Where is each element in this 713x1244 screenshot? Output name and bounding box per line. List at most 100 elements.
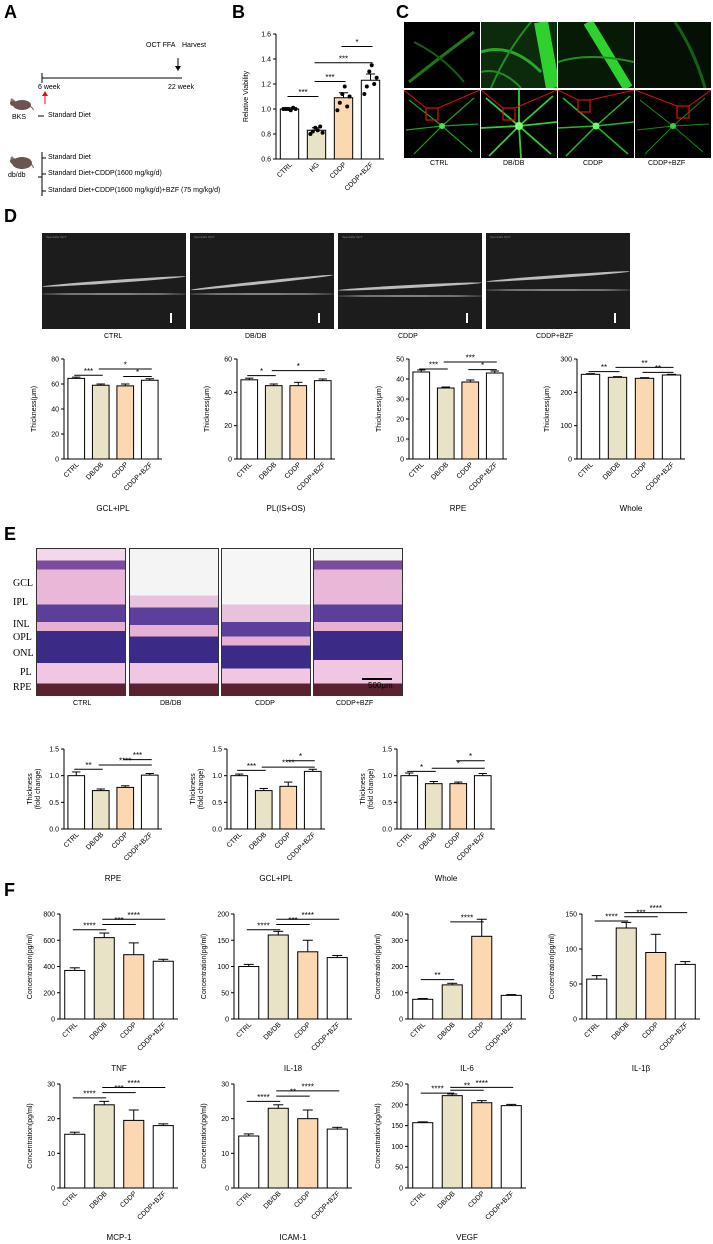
sig-label: **** bbox=[302, 911, 314, 920]
x-tick-label: CTRL bbox=[63, 831, 81, 849]
chart-xlabel: TNF bbox=[111, 1064, 127, 1073]
y-tick-label: 0 bbox=[573, 1017, 577, 1024]
x-tick-label: CTRL bbox=[235, 1021, 253, 1039]
y-tick-label: 0 bbox=[228, 457, 232, 464]
bar bbox=[471, 1102, 493, 1189]
y-axis-label: Thickness(μm) bbox=[544, 386, 551, 432]
x-tick-label: DB/DB bbox=[437, 1021, 457, 1041]
bar bbox=[580, 373, 601, 460]
chart-xlabel: Whole bbox=[620, 504, 643, 513]
bar bbox=[123, 1119, 145, 1189]
x-tick-label: CDDP bbox=[329, 161, 348, 180]
data-point bbox=[364, 84, 369, 89]
x-tick-label: DB/DB bbox=[418, 831, 438, 851]
c-label-ctrl: CTRL bbox=[430, 160, 449, 167]
e-label-ctrl: CTRL bbox=[73, 700, 92, 707]
y-tick-label: 50 bbox=[395, 1165, 403, 1172]
bar bbox=[123, 954, 145, 1020]
data-point bbox=[347, 94, 352, 99]
sig-label: *** bbox=[114, 916, 123, 925]
bar bbox=[152, 1125, 174, 1189]
x-tick-label: CTRL bbox=[61, 1190, 79, 1208]
x-tick-label: CDDP+BZF bbox=[344, 161, 375, 192]
y-tick-label: 10 bbox=[221, 1151, 229, 1158]
y-axis-label: Concentration(pg/ml) bbox=[375, 1103, 382, 1168]
x-tick-label: CDDP+BZF bbox=[310, 1021, 341, 1052]
y-tick-label: 0.5 bbox=[212, 800, 222, 807]
bar bbox=[116, 385, 135, 460]
x-tick-label: CDDP bbox=[630, 461, 649, 480]
y-tick-label: 20 bbox=[224, 423, 232, 430]
y-tick-label: 0 bbox=[51, 1017, 55, 1024]
chart-xlabel: RPE bbox=[450, 504, 466, 513]
sig-label: ** bbox=[464, 1082, 470, 1091]
y-tick-label: 100 bbox=[391, 1144, 403, 1151]
y-tick-label: 100 bbox=[565, 947, 577, 954]
standard-diet-label: Standard Diet bbox=[48, 112, 91, 119]
y-tick-label: 0 bbox=[399, 1186, 403, 1193]
data-point bbox=[342, 84, 347, 89]
bar bbox=[303, 770, 322, 830]
y-axis-label: (fold change) bbox=[35, 769, 42, 810]
bar bbox=[661, 374, 682, 460]
y-axis-label: Thickness(μm) bbox=[31, 386, 38, 432]
x-tick-label: DB/DB bbox=[89, 1190, 109, 1210]
y-tick-label: 30 bbox=[47, 1082, 55, 1089]
x-tick-label: CTRL bbox=[577, 461, 595, 479]
bar bbox=[326, 957, 348, 1020]
y-tick-label: 80 bbox=[51, 357, 59, 364]
x-tick-label: CDDP bbox=[444, 831, 463, 850]
chart-d-whole: 0 100 200 300 Thickness(μm) CTRL DB/DB CDDPCDDP… bbox=[544, 357, 685, 513]
y-tick-label: 100 bbox=[391, 990, 403, 997]
sig-label: ** bbox=[434, 971, 440, 980]
bar bbox=[326, 1128, 348, 1189]
x-tick-label: DB/DB bbox=[89, 1021, 109, 1041]
y-tick-label: 600 bbox=[43, 938, 55, 945]
chart-xlabel: IL-6 bbox=[460, 1064, 474, 1073]
y-tick-label: 50 bbox=[396, 357, 404, 364]
data-point bbox=[293, 107, 298, 111]
sig-label: ** bbox=[290, 1088, 296, 1097]
d-label-bzf: CDDP+BZF bbox=[536, 333, 574, 340]
y-axis-label: Thickness bbox=[27, 773, 34, 805]
sig-label: * bbox=[136, 368, 139, 377]
y-tick-label: 1.5 bbox=[49, 747, 59, 754]
ffa-fundus-dbdb bbox=[481, 90, 557, 158]
chart-xlabel: Whole bbox=[435, 874, 458, 883]
data-point bbox=[337, 100, 342, 105]
panel-letter-a: A bbox=[4, 2, 17, 22]
sig-label: **** bbox=[119, 757, 131, 766]
y-tick-label: 400 bbox=[391, 912, 403, 919]
ffa-fundus-ctrl bbox=[404, 90, 480, 158]
x-tick-label: DB/DB bbox=[85, 831, 105, 851]
y-axis-label: Concentration(pg/ml) bbox=[201, 934, 208, 999]
data-point bbox=[313, 125, 318, 130]
bar bbox=[297, 951, 319, 1020]
chart-f-tnf: 0 200 400 600 800 Concentration(pg/ml) CTRL DB/… bbox=[27, 911, 178, 1073]
sig-label: *** bbox=[288, 916, 297, 925]
y-tick-label: 20 bbox=[221, 1116, 229, 1123]
y-tick-label: 0.5 bbox=[49, 800, 59, 807]
sig-label: ** bbox=[655, 364, 661, 373]
x-tick-label: CTRL bbox=[409, 1021, 427, 1039]
sig-label: *** bbox=[429, 361, 438, 370]
data-point bbox=[288, 108, 293, 113]
bar bbox=[607, 376, 628, 460]
bar bbox=[400, 775, 419, 830]
panel-letter-b: B bbox=[232, 2, 245, 22]
x-tick-label: CDDP+BZF bbox=[310, 1190, 341, 1221]
sig-label: **** bbox=[257, 921, 269, 930]
chart-xlabel: GCL+IPL bbox=[96, 504, 130, 513]
sig-label: **** bbox=[83, 921, 95, 930]
sig-label: **** bbox=[128, 911, 140, 920]
chart-xlabel: IL-1β bbox=[632, 1064, 651, 1073]
ffa-zoom-bzf bbox=[635, 22, 711, 88]
layer-gcl: GCL bbox=[13, 578, 33, 589]
e-label-bzf: CDDP+BZF bbox=[336, 700, 374, 707]
chart-xlabel: PL(IS+OS) bbox=[267, 504, 306, 513]
timeline-lines bbox=[38, 58, 182, 196]
ffa-fundus-bzf bbox=[635, 90, 711, 158]
bar bbox=[93, 1104, 115, 1189]
x-tick-label: DB/DB bbox=[85, 461, 105, 481]
x-tick-label: DB/DB bbox=[248, 831, 268, 851]
